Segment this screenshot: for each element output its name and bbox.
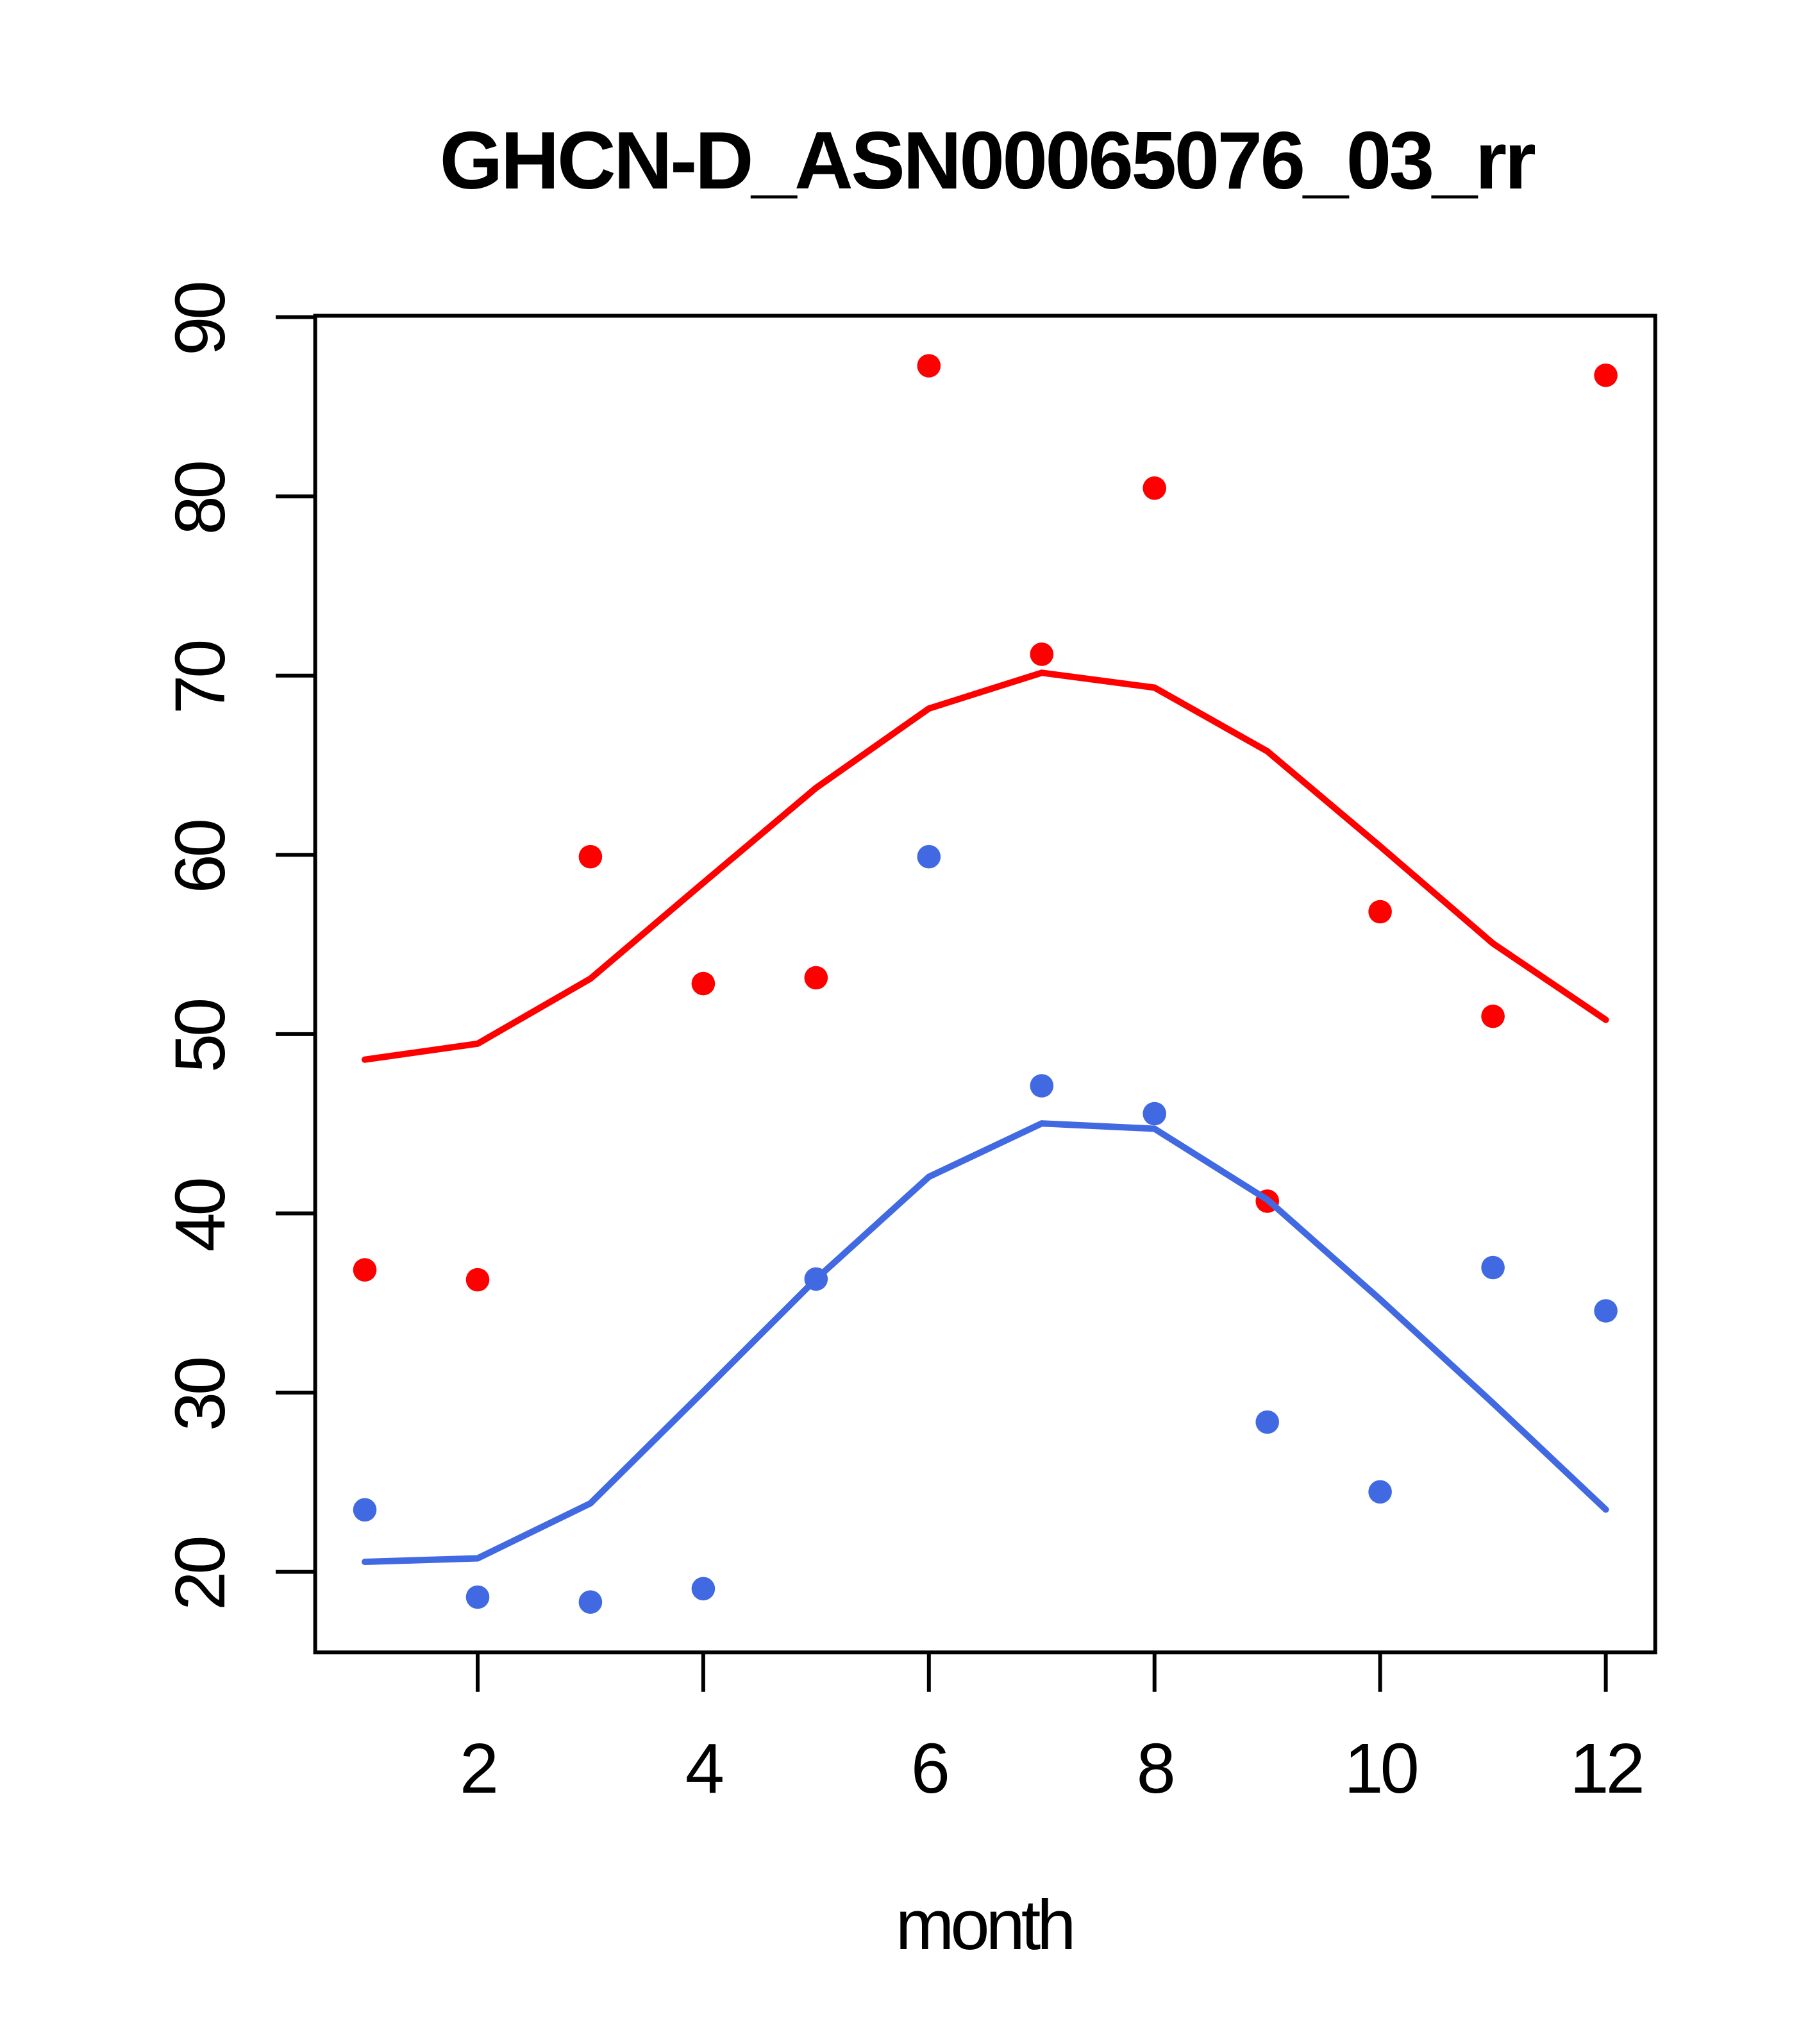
svg-text:40: 40 — [161, 1180, 240, 1252]
svg-text:8: 8 — [1137, 1729, 1173, 1808]
svg-text:50: 50 — [161, 1000, 240, 1073]
svg-text:30: 30 — [161, 1359, 240, 1431]
svg-text:month: month — [896, 1886, 1073, 1964]
svg-text:2: 2 — [460, 1729, 496, 1808]
svg-text:90: 90 — [161, 283, 240, 356]
svg-text:80: 80 — [161, 462, 240, 535]
svg-text:4: 4 — [685, 1729, 723, 1808]
svg-text:70: 70 — [161, 642, 240, 714]
svg-text:10: 10 — [1344, 1729, 1416, 1808]
svg-text:12: 12 — [1570, 1729, 1641, 1808]
svg-text:60: 60 — [161, 821, 240, 893]
svg-text:GHCN-D_ASN00065076_03_rr: GHCN-D_ASN00065076_03_rr — [440, 115, 1536, 206]
svg-text:6: 6 — [911, 1729, 948, 1808]
svg-text:20: 20 — [161, 1538, 240, 1611]
